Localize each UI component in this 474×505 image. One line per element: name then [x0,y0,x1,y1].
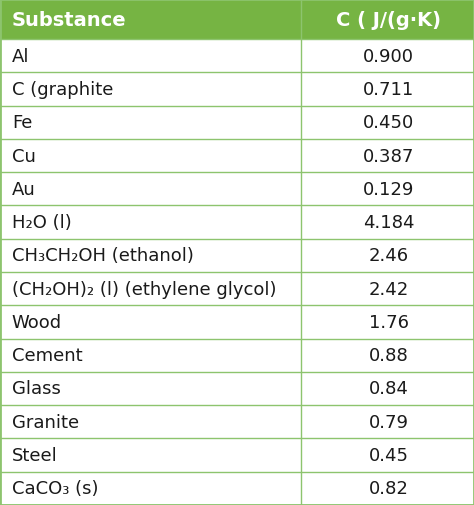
Text: Granite: Granite [12,413,79,431]
Bar [0,0,474,40]
Text: Al: Al [12,47,29,66]
Bar [0,406,474,438]
Text: 0.129: 0.129 [363,180,414,198]
Text: 0.900: 0.900 [363,47,414,66]
Text: (CH₂OH)₂ (l) (ethylene glycol): (CH₂OH)₂ (l) (ethylene glycol) [12,280,276,298]
Text: Cu: Cu [12,147,36,165]
Bar [0,306,474,339]
Text: 0.82: 0.82 [369,479,409,497]
Bar [0,438,474,472]
Bar [0,139,474,173]
Text: 0.711: 0.711 [363,81,414,99]
Bar [0,107,474,139]
Text: Glass: Glass [12,380,61,398]
Text: CaCO₃ (s): CaCO₃ (s) [12,479,98,497]
Text: 4.184: 4.184 [363,214,414,232]
Bar [0,273,474,306]
Bar [0,339,474,372]
Text: 0.450: 0.450 [363,114,414,132]
Text: 0.387: 0.387 [363,147,414,165]
Bar [0,239,474,273]
Text: 0.45: 0.45 [369,446,409,464]
Text: 0.84: 0.84 [369,380,409,398]
Text: Wood: Wood [12,313,62,331]
Text: 2.46: 2.46 [369,247,409,265]
Text: Substance: Substance [12,11,127,29]
Bar [0,472,474,505]
Text: Cement: Cement [12,346,82,365]
Bar [0,40,474,73]
Text: CH₃CH₂OH (ethanol): CH₃CH₂OH (ethanol) [12,247,194,265]
Bar [0,73,474,107]
Text: 1.76: 1.76 [369,313,409,331]
Text: C ( J/(g·K): C ( J/(g·K) [336,11,441,29]
Text: C (graphite: C (graphite [12,81,113,99]
Bar [0,372,474,406]
Bar [0,173,474,206]
Text: 2.42: 2.42 [369,280,409,298]
Text: 0.88: 0.88 [369,346,409,365]
Bar [0,206,474,239]
Text: Au: Au [12,180,36,198]
Text: Steel: Steel [12,446,58,464]
Text: Fe: Fe [12,114,32,132]
Text: H₂O (l): H₂O (l) [12,214,72,232]
Text: 0.79: 0.79 [369,413,409,431]
